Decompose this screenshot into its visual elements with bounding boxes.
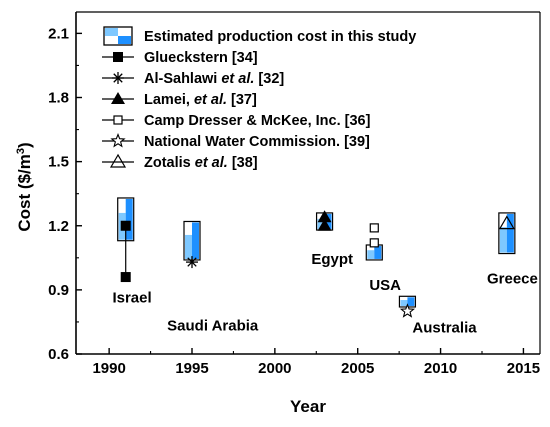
legend-label-3: Lamei, et al. [37]	[144, 92, 257, 108]
legend-label-part: Lamei,	[144, 92, 194, 108]
legend-label-part: National Water Commission. [39]	[144, 134, 370, 150]
legend-label-2: Al-Sahlawi et al. [32]	[144, 71, 284, 87]
estimate-box-fill-light	[499, 227, 507, 253]
data-point-series1-0-stroke	[187, 257, 197, 267]
data-point-series4-0-shape	[399, 303, 416, 318]
data-point-series0-1	[120, 272, 131, 283]
annotation-australia: Australia	[412, 320, 477, 337]
y-axis-title-main: Cost ($/m	[15, 154, 34, 231]
legend-marker-5-shape	[110, 132, 126, 148]
legend-item-3: Lamei, et al. [37]	[102, 92, 257, 108]
data-point-series5-0	[498, 215, 515, 230]
legend-label-6: Zotalis et al. [38]	[144, 155, 258, 171]
legend-item-0: Estimated production cost in this study	[103, 26, 416, 46]
annotation-egypt: Egypt	[311, 251, 353, 268]
legend-marker-6	[109, 153, 127, 168]
legend-marker-2	[112, 72, 124, 84]
legend-marker-0-fill-a	[105, 28, 118, 36]
legend-label-part: [38]	[228, 155, 258, 171]
estimate-range-2014	[498, 212, 516, 255]
data-point-series2-1	[317, 218, 332, 231]
legend-item-5: National Water Commission. [39]	[102, 132, 370, 150]
estimate-range-1995	[183, 220, 201, 261]
legend-label-part: [37]	[227, 92, 257, 108]
legend-marker-3	[111, 92, 125, 104]
legend-label-part: Camp Dresser & McKee, Inc. [36]	[144, 113, 371, 129]
legend-label-part: Estimated production cost in this study	[144, 29, 416, 45]
legend-label-part: Glueckstern [34]	[144, 50, 258, 66]
estimate-box-fill-light	[400, 300, 408, 306]
legend-label-part: et al.	[194, 92, 227, 108]
data-point-series2-1-shape	[317, 218, 332, 231]
data-point-series2-0-shape	[317, 210, 332, 223]
legend-marker-0	[103, 26, 133, 46]
x-tick-label-1990: 1990	[92, 360, 125, 377]
legend-marker-6-shape	[109, 153, 127, 168]
legend-marker-2-stroke	[113, 73, 123, 83]
data-point-series5-0-shape	[498, 215, 515, 230]
legend-marker-3-shape	[111, 92, 125, 104]
data-point-series3-0	[369, 223, 379, 233]
y-axis-title-close: )	[15, 142, 34, 148]
legend-label-part: et al.	[221, 71, 254, 87]
annotation-greece: Greece	[487, 270, 538, 287]
annotation-saudi-arabia: Saudi Arabia	[167, 317, 259, 334]
legend-label-part: Zotalis	[144, 155, 195, 171]
legend-item-1: Glueckstern [34]	[102, 50, 258, 66]
legend-marker-4-shape	[113, 115, 123, 125]
estimate-box-fill-dark	[374, 245, 382, 259]
x-axis-title: Year	[290, 397, 326, 416]
legend-label-part: Al-Sahlawi	[144, 71, 221, 87]
y-tick-label-0: 0.6	[48, 346, 69, 363]
data-point-series3-1	[369, 238, 379, 248]
y-tick-label-1: 0.9	[48, 282, 69, 299]
data-point-series0-0-shape	[120, 220, 131, 231]
y-tick-label-4: 1.8	[48, 90, 69, 107]
legend-marker-4	[113, 115, 123, 125]
y-tick-label-5: 2.1	[48, 25, 69, 42]
data-point-series3-1-shape	[369, 238, 379, 248]
legend-label-part: [32]	[254, 71, 284, 87]
legend-marker-5	[110, 132, 126, 148]
legend-label-4: Camp Dresser & McKee, Inc. [36]	[144, 113, 371, 129]
data-point-series0-0	[120, 220, 131, 231]
data-point-series3-0-shape	[369, 223, 379, 233]
y-axis-title-superscript: 3	[15, 148, 27, 154]
estimate-box-fill-dark	[407, 297, 415, 306]
annotation-usa: USA	[369, 277, 401, 294]
legend-item-4: Camp Dresser & McKee, Inc. [36]	[102, 113, 371, 129]
y-axis-title: Cost ($/m3)	[15, 142, 34, 231]
x-tick-label-2015: 2015	[507, 360, 540, 377]
legend-label-0: Estimated production cost in this study	[144, 29, 416, 45]
estimate-box-fill-light	[185, 234, 192, 259]
legend-label-5: National Water Commission. [39]	[144, 134, 370, 150]
legend-marker-0-fill-c	[105, 36, 118, 44]
legend-label-1: Glueckstern [34]	[144, 50, 258, 66]
estimate-box-fill-dark	[125, 198, 133, 240]
y-tick-label-2: 1.2	[48, 218, 69, 235]
legend-marker-0-fill-b	[118, 28, 131, 36]
legend-marker-1-shape	[113, 52, 123, 62]
x-tick-label-2005: 2005	[341, 360, 374, 377]
data-point-series2-0	[317, 210, 332, 223]
legend-marker-1	[113, 52, 123, 62]
x-tick-label-2010: 2010	[424, 360, 457, 377]
legend-item-6: Zotalis et al. [38]	[102, 153, 258, 171]
estimate-box-fill-light	[317, 218, 325, 230]
annotation-israel: Israel	[112, 290, 151, 307]
data-point-series4-0	[399, 303, 416, 318]
estimate-box-fill-dark	[506, 213, 514, 253]
legend-marker-0-fill-d	[118, 36, 131, 44]
estimate-box-fill-dark	[192, 222, 199, 259]
legend-item-2: Al-Sahlawi et al. [32]	[102, 71, 284, 87]
data-point-series0-1-shape	[120, 272, 131, 283]
x-tick-label-1995: 1995	[175, 360, 208, 377]
y-tick-label-3: 1.5	[48, 154, 69, 171]
x-tick-label-2000: 2000	[258, 360, 291, 377]
data-point-series1-0	[186, 256, 198, 269]
legend-label-part: et al.	[195, 155, 228, 171]
estimate-box-fill-light	[367, 250, 375, 259]
